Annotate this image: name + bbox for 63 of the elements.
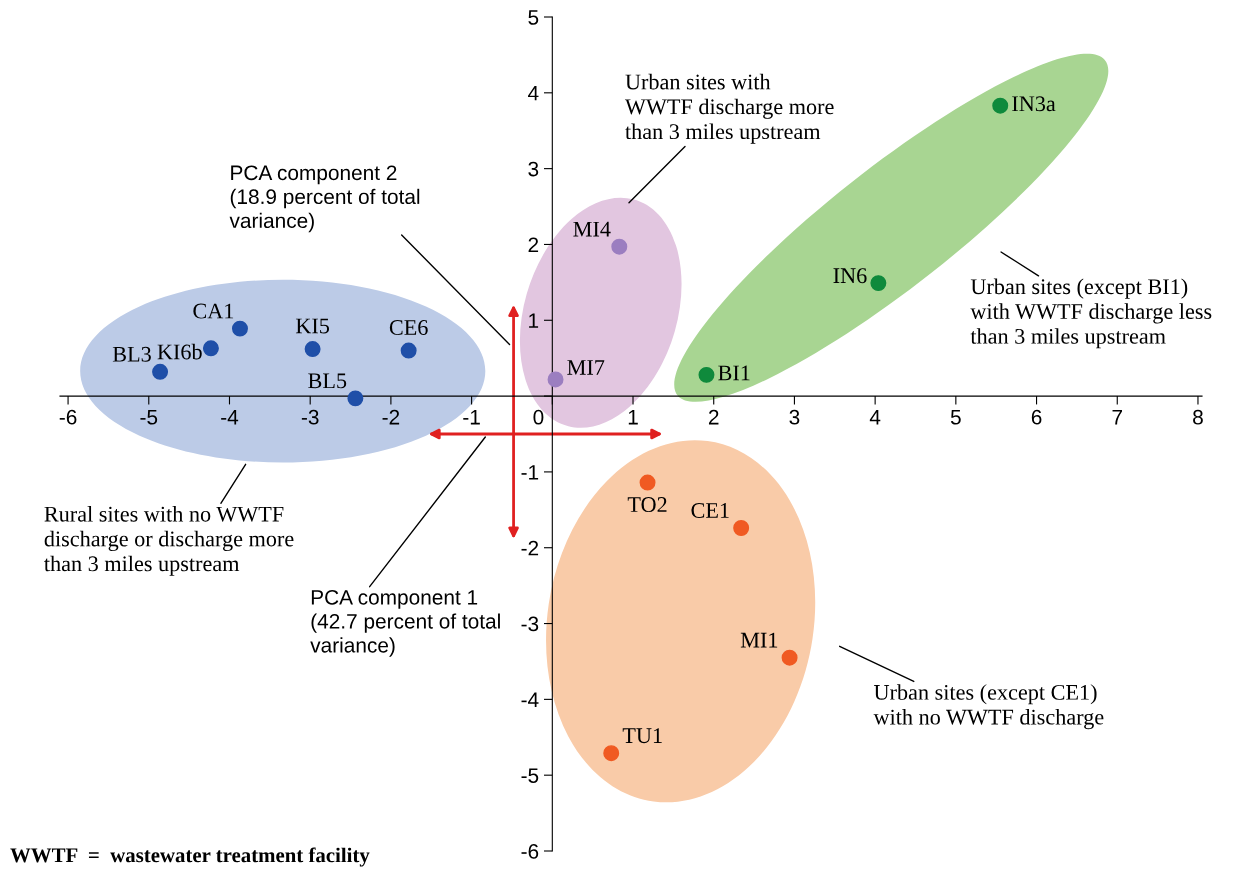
annotation: Urban sites with WWTF discharge more than 3 miles upstream [624,73,834,144]
point [400,342,417,359]
y-tick-label: -4 [521,692,539,707]
x-tick-label: 7 [1112,410,1123,425]
point [870,275,887,292]
annotation: Rural sites with no WWTF discharge or discharge more than 3 miles upstream [44,506,294,576]
point [992,97,1009,114]
y-tick-label: 2 [528,237,539,252]
x-tick-label: 2 [708,409,719,425]
y-tick-label: -1 [521,465,539,480]
x-tick-label: 1 [628,410,638,425]
annotation: PCA component 2 (18.9 percent of total variance) [229,165,420,233]
y-tick-label: 4 [528,86,539,101]
annotation: CE6 [389,320,428,335]
annotation: WWTF = wastewater treatment facility [10,847,370,867]
y-tick-label: -2 [521,540,539,556]
point [152,363,169,380]
point [231,320,248,337]
point [347,390,364,407]
annotation: KI6b [157,343,202,360]
annotation: CE1 [691,503,729,518]
annotation: IN6 [833,268,867,284]
annotation: CA1 [193,303,234,319]
annotation: MI7 [567,360,605,375]
point [304,341,321,358]
x-tick-label: -6 [59,409,77,425]
point [781,649,798,666]
y-tick-label: 1 [529,313,539,328]
annotation: Urban sites (except BI1) with WWTF discharge less than 3 miles upstream [970,278,1212,349]
y-tick-label: -5 [521,768,539,783]
y-tick-label: -3 [521,616,539,632]
point [547,371,564,388]
annotation: KI5 [295,318,330,334]
annotation: BL3 [112,346,151,362]
x-tick-label: -5 [140,410,158,425]
x-tick-label: 8 [1193,409,1203,425]
x-tick-label: -1 [463,410,480,425]
point [603,745,620,762]
y-tick-label: -6 [521,844,539,859]
point [698,366,715,383]
x-tick-label: -4 [221,410,239,425]
annotation: BI1 [718,365,750,381]
point [202,340,219,357]
x-tick-label: -3 [301,409,319,425]
point [639,474,656,491]
point [733,520,750,536]
point [611,238,628,255]
x-tick-label: -2 [382,409,400,425]
annotation: Urban sites (except CE1) with no WWTF discharge [873,684,1104,730]
x-tick-label: 4 [869,410,881,425]
annotation: PCA component 1 (42.7 percent of total variance) [310,589,500,657]
x-tick-label: 5 [950,410,961,425]
annotation: BL5 [308,373,347,389]
y-tick-label: 5 [528,10,539,25]
x-tick-label: 6 [1031,409,1042,425]
annotation: MI4 [573,221,611,237]
annotation: TO2 [627,497,667,513]
y-tick-label: 3 [528,161,539,177]
x-tick-label: 0 [533,409,544,425]
annotation: TU1 [622,728,662,744]
annotation: MI1 [740,632,778,648]
annotation: IN3a [1012,96,1056,112]
x-tick-label: 3 [789,409,800,425]
